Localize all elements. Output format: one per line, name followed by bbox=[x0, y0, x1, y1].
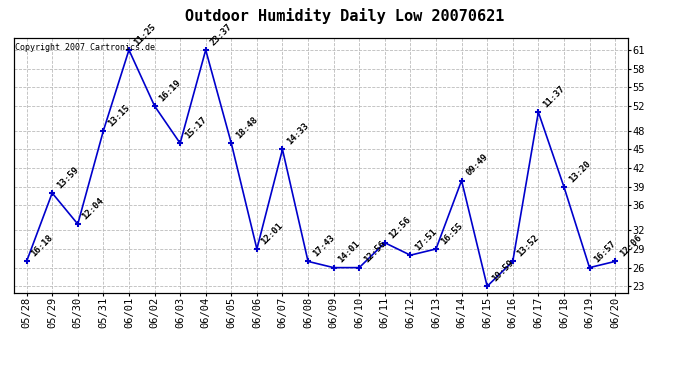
Text: 13:20: 13:20 bbox=[566, 159, 592, 184]
Text: 13:15: 13:15 bbox=[106, 103, 132, 128]
Text: 13:52: 13:52 bbox=[515, 233, 541, 259]
Text: 14:01: 14:01 bbox=[337, 240, 362, 265]
Text: 11:37: 11:37 bbox=[541, 84, 566, 110]
Text: 14:33: 14:33 bbox=[285, 121, 310, 147]
Text: 12:56: 12:56 bbox=[388, 214, 413, 240]
Text: 12:56: 12:56 bbox=[362, 240, 387, 265]
Text: 15:17: 15:17 bbox=[183, 115, 208, 141]
Text: 23:37: 23:37 bbox=[208, 22, 234, 47]
Text: 16:55: 16:55 bbox=[439, 221, 464, 246]
Text: 18:48: 18:48 bbox=[234, 115, 259, 141]
Text: 12:06: 12:06 bbox=[618, 233, 643, 259]
Text: 16:57: 16:57 bbox=[592, 240, 618, 265]
Text: 17:51: 17:51 bbox=[413, 227, 439, 252]
Text: 10:59: 10:59 bbox=[490, 258, 515, 284]
Text: 12:01: 12:01 bbox=[259, 221, 285, 246]
Text: 09:49: 09:49 bbox=[464, 152, 490, 178]
Text: 13:59: 13:59 bbox=[55, 165, 80, 190]
Text: Outdoor Humidity Daily Low 20070621: Outdoor Humidity Daily Low 20070621 bbox=[186, 8, 504, 24]
Text: Copyright 2007 Cartronics.de: Copyright 2007 Cartronics.de bbox=[15, 43, 155, 52]
Text: 16:18: 16:18 bbox=[30, 233, 55, 259]
Text: 11:25: 11:25 bbox=[132, 22, 157, 47]
Text: 16:19: 16:19 bbox=[157, 78, 183, 103]
Text: 17:43: 17:43 bbox=[310, 233, 336, 259]
Text: 12:04: 12:04 bbox=[81, 196, 106, 221]
